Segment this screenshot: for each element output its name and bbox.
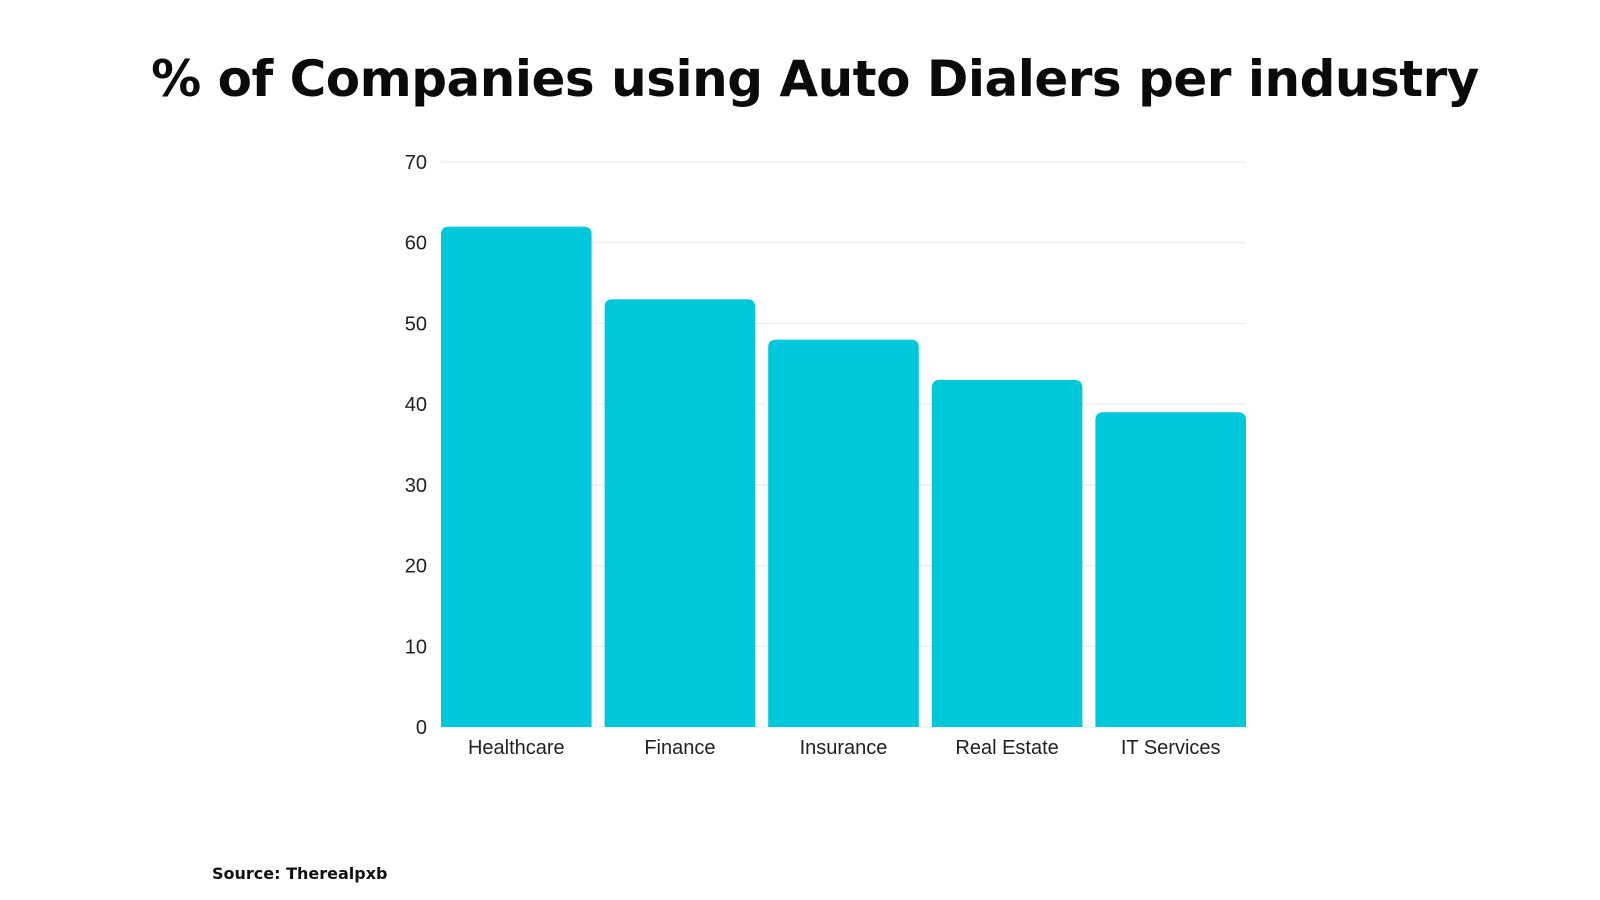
y-tick-label: 20: [405, 556, 427, 578]
bar-finance: [604, 299, 756, 727]
y-tick-label: 70: [405, 152, 427, 174]
bars: [441, 226, 1246, 728]
y-tick-label: 60: [405, 233, 427, 255]
x-category-label: Real Estate: [955, 737, 1058, 759]
x-category-label: Finance: [644, 737, 715, 759]
y-tick-label: 40: [405, 394, 427, 416]
x-axis-categories: Healthcare Finance Insurance Real Estate IT …: [468, 737, 1221, 759]
bar-insurance: [768, 339, 919, 727]
y-tick-label: 30: [405, 475, 427, 497]
y-axis-ticks: 0 10 20 30 40 50 60 70: [405, 152, 427, 739]
chart-title: % of Companies using Auto Dialers per in…: [151, 50, 1479, 108]
bar-real-estate: [931, 379, 1083, 727]
source-note: Source: Therealpxb: [212, 864, 388, 883]
x-category-label: Insurance: [800, 737, 888, 759]
y-tick-label: 0: [416, 717, 427, 739]
bar-it-services: [1095, 412, 1246, 727]
bar-healthcare: [441, 226, 592, 728]
x-category-label: Healthcare: [468, 737, 565, 759]
x-category-label: IT Services: [1121, 737, 1221, 759]
y-tick-label: 10: [405, 636, 427, 658]
y-tick-label: 50: [405, 313, 427, 335]
